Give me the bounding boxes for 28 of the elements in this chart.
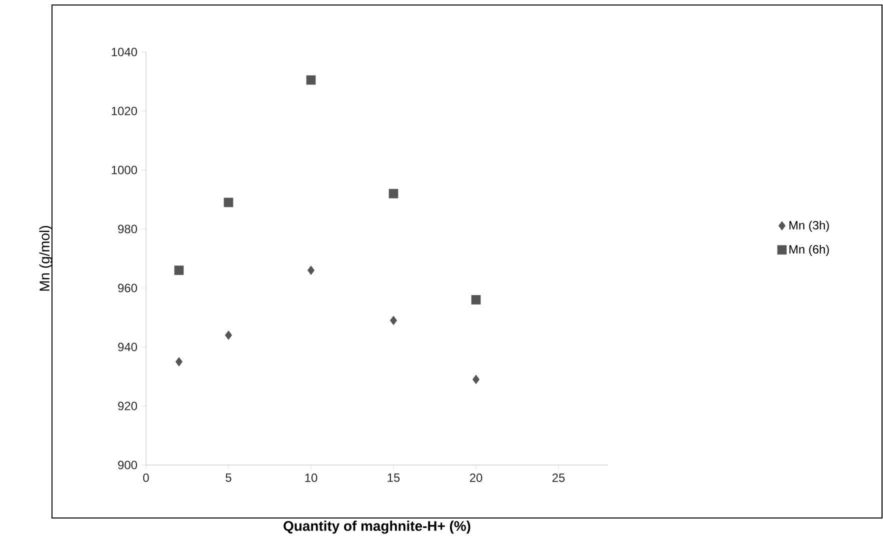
y-tick-label: 1020 [112,106,138,116]
point [306,75,316,85]
point [472,374,480,384]
x-tick-label: 5 [226,474,232,482]
point [390,316,398,326]
point [175,357,183,366]
y-tick-label: 1000 [112,166,138,174]
point [307,266,315,275]
y-tick-label: 960 [118,284,138,292]
x-tick-label: 20 [470,474,482,482]
y-tick-label: 940 [118,342,138,352]
y-tick-label: 1040 [112,48,138,56]
point [388,188,398,198]
point [224,198,234,208]
y-tick-label: 920 [118,402,138,410]
x-tick-label: 25 [552,474,565,482]
point [174,266,184,275]
legend-label: Mn (3h) [789,220,829,232]
point [224,330,232,340]
x-axis-title: Quantity of maghnite-H+ (%) [284,520,470,534]
y-tick-label: 900 [118,460,138,470]
legend-label: Mn (6h) [789,244,829,256]
x-tick-label: 10 [305,474,318,482]
y-tick-label: 980 [118,224,138,234]
y-axis-title: Mn (g/mol) [39,226,52,291]
point [471,295,481,304]
x-tick-label: 15 [388,474,400,482]
x-tick-label: 0 [143,474,149,482]
